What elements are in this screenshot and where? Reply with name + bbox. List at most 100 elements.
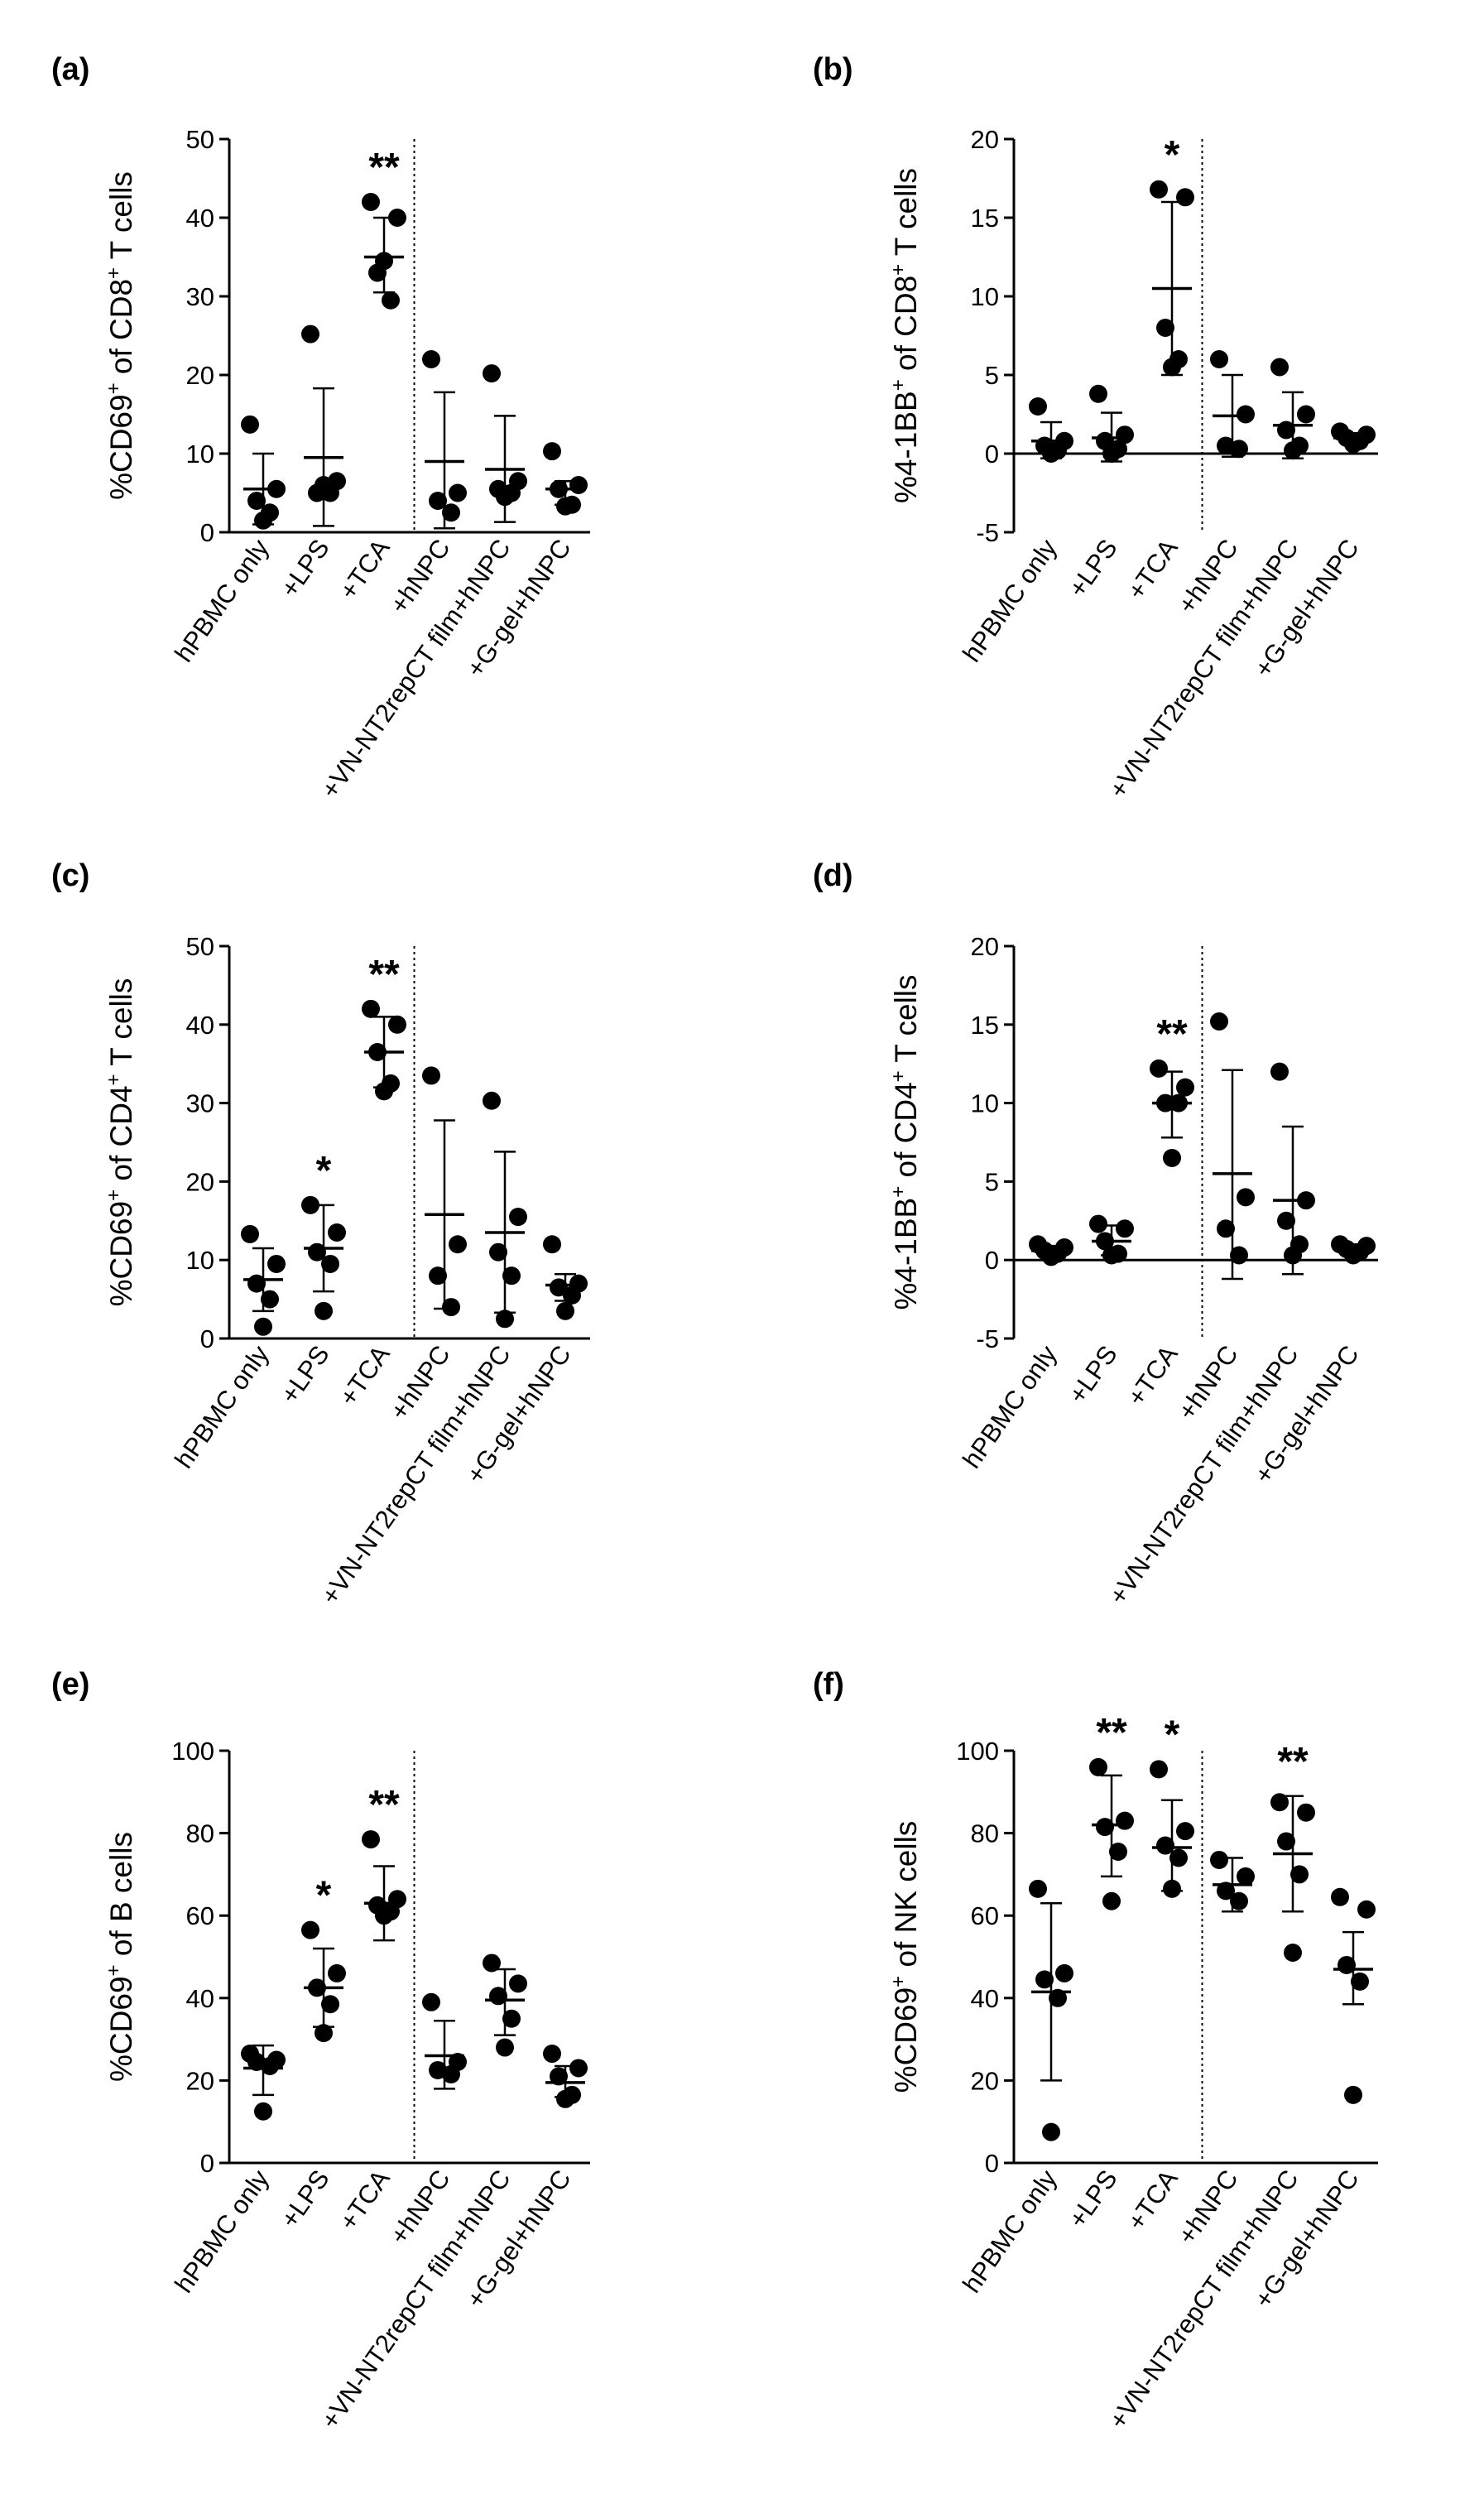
y-axis-title-part: of NK cells [889, 1821, 923, 1976]
data-point [1116, 1811, 1134, 1830]
data-point [1150, 180, 1168, 199]
x-category-label: +TCA [1121, 2165, 1184, 2236]
data-point [1169, 1093, 1188, 1113]
panel-label: (d) [813, 858, 853, 893]
data-point [321, 1254, 339, 1273]
data-group: ** [362, 146, 406, 310]
data-group: * [301, 1874, 346, 2043]
data-point [254, 2102, 272, 2121]
panel-label: (a) [51, 52, 89, 87]
y-tick-label: 20 [186, 2066, 214, 2095]
y-axis-title-part: + [887, 1186, 910, 1198]
y-tick-label: -5 [976, 1324, 999, 1353]
data-point [442, 503, 460, 522]
data-point [328, 1963, 346, 1982]
data-point [1331, 1887, 1349, 1906]
y-tick-label: 60 [186, 1901, 214, 1930]
data-point [301, 324, 319, 344]
data-group [1029, 1235, 1073, 1266]
data-group [1029, 1879, 1073, 2141]
data-point [1102, 445, 1121, 463]
x-category-label: hPBMC only [957, 534, 1063, 668]
significance-marker: ** [1277, 1740, 1309, 1784]
y-tick-label: 40 [186, 1011, 214, 1040]
data-point [442, 2064, 460, 2083]
data-point [1176, 188, 1194, 207]
data-point [556, 497, 574, 516]
data-point [321, 1995, 339, 2014]
data-point [1035, 1970, 1054, 1989]
data-point [315, 2024, 333, 2043]
data-point [1042, 1247, 1060, 1266]
y-axis-title-part: of CD8 [104, 279, 138, 382]
data-point [1237, 1188, 1255, 1207]
data-point [1344, 1246, 1362, 1265]
data-point [241, 1224, 259, 1243]
data-group [301, 324, 346, 527]
data-point [1297, 405, 1315, 424]
x-category-label: +TCA [1121, 1340, 1184, 1411]
data-point [489, 1987, 507, 2006]
y-tick-label: 15 [971, 1011, 999, 1040]
data-point [388, 209, 406, 227]
data-point [315, 1301, 333, 1320]
y-axis-title-part: %4-1BB [889, 1198, 923, 1310]
data-point [362, 193, 380, 211]
data-point [509, 1208, 527, 1227]
data-point [315, 476, 333, 494]
data-point [1217, 1219, 1235, 1238]
data-point [1163, 1879, 1181, 1898]
data-point [502, 1266, 521, 1286]
data-group [1270, 358, 1315, 460]
data-point [550, 2067, 568, 2086]
data-point [449, 483, 467, 502]
data-point [261, 2056, 279, 2075]
y-axis-title-part: of CD8 [889, 276, 923, 379]
y-tick-label: 5 [985, 1167, 999, 1196]
y-axis-title-part: T cells [104, 171, 138, 267]
data-point [1270, 1793, 1289, 1812]
significance-marker: * [1165, 133, 1180, 177]
significance-marker: * [316, 1874, 332, 1918]
significance-marker: ** [368, 1783, 400, 1827]
data-point [1210, 1850, 1228, 1869]
y-axis-title-part: + [887, 1976, 910, 1987]
y-axis-title-part: + [103, 1189, 125, 1201]
data-group: ** [1089, 1711, 1134, 1910]
data-point [1096, 1818, 1114, 1837]
y-tick-label: 0 [985, 440, 999, 469]
y-tick-label: 100 [171, 1737, 214, 1766]
data-point [1156, 1836, 1174, 1855]
y-tick-label: 100 [956, 1737, 999, 1766]
data-point [422, 1066, 440, 1085]
data-point [1270, 1062, 1289, 1081]
y-tick-label: 40 [971, 1984, 999, 2013]
x-category-label: hPBMC only [169, 534, 275, 668]
data-point [382, 291, 400, 310]
y-tick-label: 15 [971, 204, 999, 233]
data-point [1163, 1148, 1181, 1167]
y-tick-label: 80 [971, 1819, 999, 1848]
data-point [442, 1298, 460, 1317]
y-tick-label: 80 [186, 1819, 214, 1848]
data-point [543, 442, 561, 461]
y-tick-label: 20 [971, 932, 999, 961]
data-group [1270, 1062, 1315, 1276]
x-category-label: hPBMC only [957, 2165, 1063, 2299]
data-point [241, 415, 259, 434]
y-axis-title: %CD69+ of CD8+ T cells [103, 171, 138, 500]
data-point [1176, 1078, 1194, 1097]
data-point [1089, 384, 1107, 403]
data-point [267, 479, 286, 498]
data-point [1096, 1232, 1114, 1251]
chart-panel-6: (f) 0 20 40 60 80 100 %CD69+ of NK cells hPBMC o… [813, 1667, 1378, 2434]
data-point [267, 1254, 286, 1273]
x-category-label: hPBMC only [957, 1340, 1063, 1474]
data-point [1277, 1832, 1295, 1851]
panel-label: (c) [51, 858, 89, 893]
y-tick-label: 20 [186, 361, 214, 390]
data-group [422, 1992, 467, 2090]
data-point [1116, 1219, 1134, 1238]
